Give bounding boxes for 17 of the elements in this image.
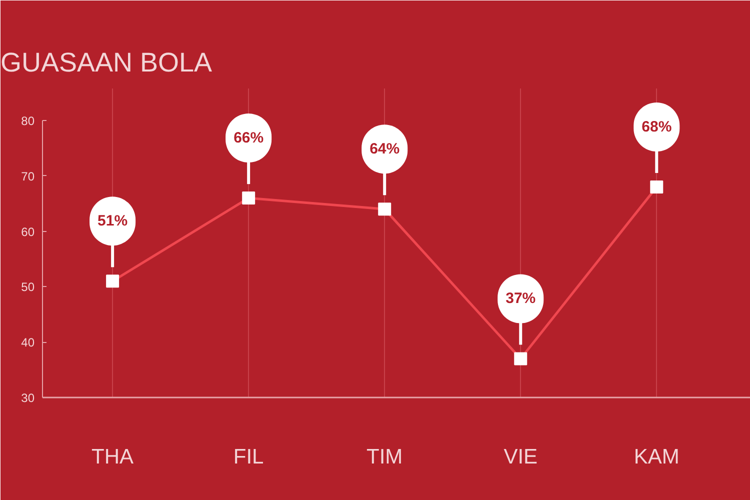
data-label: 66% — [234, 130, 264, 147]
data-label: 37% — [506, 290, 536, 308]
y-tick-label: 50 — [21, 280, 35, 294]
x-tick-label: TIM — [366, 446, 403, 468]
x-tick-label: KAM — [634, 446, 680, 468]
y-tick-label: 80 — [21, 114, 35, 128]
data-label: 68% — [642, 118, 672, 136]
chart-title: GUASAAN BOLA — [0, 48, 212, 78]
y-tick-label: 70 — [21, 169, 35, 184]
y-tick-label: 60 — [21, 224, 35, 239]
x-tick-label: THA — [92, 446, 134, 468]
y-tick-label: 40 — [21, 336, 35, 350]
data-label: 64% — [370, 140, 400, 158]
y-tick-label: 30 — [21, 391, 35, 405]
x-tick-label: FIL — [233, 446, 264, 468]
x-tick-label: VIE — [504, 446, 538, 468]
data-label: 51% — [98, 212, 128, 230]
